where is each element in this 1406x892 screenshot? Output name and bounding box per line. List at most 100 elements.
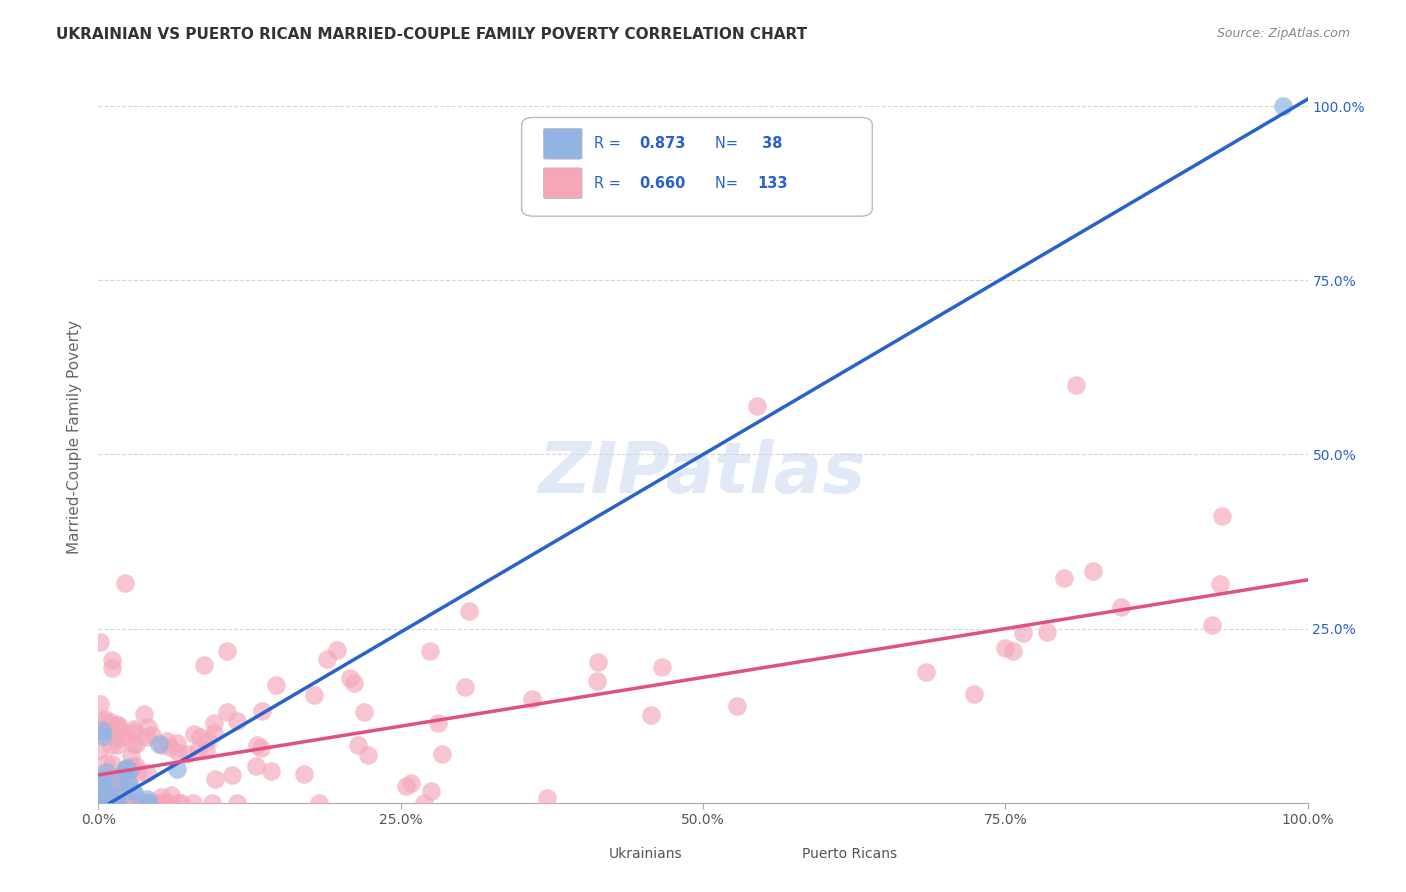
Point	[419, 644, 441, 658]
Point	[141, 728, 163, 742]
Point	[104, 731, 127, 746]
Point	[107, 718, 129, 732]
FancyBboxPatch shape	[543, 168, 582, 199]
Point	[103, 796, 125, 810]
Point	[914, 665, 936, 679]
Y-axis label: Married-Couple Family Poverty: Married-Couple Family Poverty	[67, 320, 83, 554]
Text: Source: ZipAtlas.com: Source: ZipAtlas.com	[1216, 27, 1350, 40]
Point	[1001, 644, 1024, 658]
Point	[536, 790, 558, 805]
FancyBboxPatch shape	[561, 839, 600, 869]
Point	[100, 769, 122, 783]
Point	[87, 743, 110, 757]
Point	[121, 759, 143, 773]
Point	[308, 796, 330, 810]
FancyBboxPatch shape	[755, 839, 794, 869]
Point	[401, 776, 423, 790]
Point	[156, 796, 179, 810]
Point	[100, 714, 122, 729]
Point	[246, 739, 269, 753]
Point	[522, 692, 544, 706]
Point	[114, 763, 136, 777]
Point	[430, 747, 453, 761]
Point	[745, 399, 768, 413]
Point	[91, 725, 114, 739]
Point	[264, 677, 287, 691]
Point	[155, 734, 177, 748]
Point	[96, 796, 118, 810]
Point	[94, 756, 117, 771]
Point	[93, 796, 115, 810]
Point	[339, 671, 361, 685]
Point	[96, 789, 118, 803]
Point	[343, 676, 366, 690]
Point	[315, 651, 337, 665]
Point	[89, 775, 111, 789]
Point	[136, 730, 159, 744]
Point	[110, 776, 132, 790]
Point	[121, 796, 143, 810]
Point	[427, 716, 450, 731]
Point	[167, 796, 190, 810]
Point	[176, 747, 198, 762]
Point	[121, 783, 143, 797]
Point	[90, 779, 112, 793]
Point	[146, 796, 169, 810]
Point	[353, 706, 375, 720]
Point	[87, 794, 110, 808]
Text: N=: N=	[716, 136, 742, 152]
Point	[166, 762, 188, 776]
Point	[260, 764, 283, 778]
Point	[225, 714, 247, 728]
Point	[122, 725, 145, 739]
Point	[122, 722, 145, 736]
Point	[101, 661, 124, 675]
Point	[125, 759, 148, 773]
Point	[98, 796, 121, 810]
Point	[90, 790, 112, 805]
Point	[138, 796, 160, 810]
Point	[135, 796, 157, 810]
Point	[413, 796, 436, 810]
Point	[120, 749, 142, 764]
Point	[105, 796, 128, 810]
Point	[193, 658, 215, 673]
Point	[117, 761, 139, 775]
Point	[100, 756, 122, 771]
Point	[96, 796, 118, 810]
Point	[114, 575, 136, 590]
Point	[93, 796, 115, 810]
Point	[97, 796, 120, 810]
Point	[1081, 564, 1104, 578]
Point	[586, 655, 609, 669]
Point	[120, 760, 142, 774]
Point	[127, 765, 149, 780]
Point	[458, 604, 481, 618]
Point	[204, 772, 226, 787]
Point	[110, 723, 132, 737]
Point	[190, 730, 212, 744]
Point	[420, 784, 443, 798]
Text: ZIPatlas: ZIPatlas	[540, 439, 866, 508]
Point	[202, 726, 225, 740]
Point	[121, 796, 143, 810]
Point	[197, 732, 219, 747]
Point	[93, 712, 115, 726]
Point	[195, 743, 218, 757]
Point	[586, 673, 609, 688]
Point	[221, 768, 243, 782]
Point	[104, 796, 127, 810]
Point	[94, 765, 117, 780]
Point	[183, 727, 205, 741]
Point	[215, 706, 238, 720]
Point	[89, 697, 111, 711]
Point	[963, 687, 986, 701]
Point	[100, 738, 122, 752]
Point	[1272, 99, 1295, 113]
Point	[200, 796, 222, 810]
Text: 0.873: 0.873	[638, 136, 685, 152]
Text: Puerto Ricans: Puerto Ricans	[803, 847, 897, 861]
Point	[202, 716, 225, 731]
Point	[89, 796, 111, 810]
Point	[101, 776, 124, 790]
